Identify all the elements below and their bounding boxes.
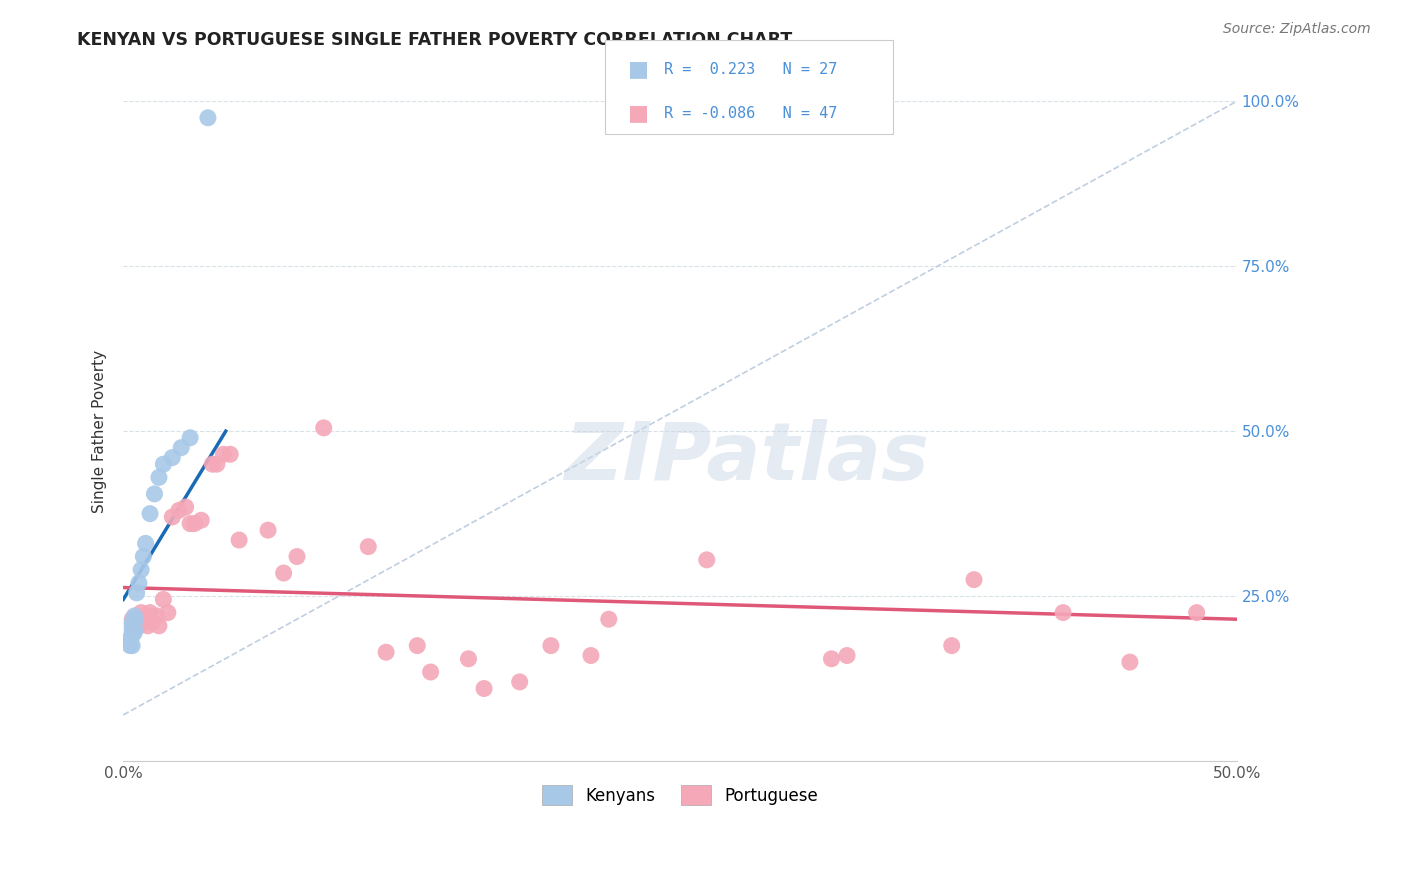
Point (835, 648, 858, 663)
Point (174, 500, 197, 514)
Point (357, 540, 380, 554)
Point (197, 111, 219, 125)
Text: R =  0.223   N = 27: R = 0.223 N = 27 (664, 62, 837, 77)
Point (540, 639, 562, 653)
Point (696, 553, 718, 567)
Point (1185, 606, 1208, 620)
Text: ■: ■ (628, 60, 650, 79)
Point (121, 629, 143, 643)
Point (162, 510, 184, 524)
Point (183, 516, 205, 531)
Point (941, 639, 963, 653)
Point (136, 619, 159, 633)
Point (132, 615, 155, 630)
Point (219, 447, 242, 461)
Point (152, 592, 174, 607)
Point (128, 576, 150, 591)
Point (162, 450, 184, 465)
Point (139, 606, 162, 620)
Point (129, 606, 152, 620)
Point (118, 632, 141, 646)
Point (143, 487, 166, 501)
Point (121, 612, 143, 626)
Point (135, 536, 157, 550)
Point (132, 549, 155, 564)
Point (128, 619, 150, 633)
Point (201, 457, 224, 471)
Point (179, 431, 201, 445)
Point (167, 503, 190, 517)
Point (124, 615, 146, 630)
Point (139, 507, 162, 521)
Point (273, 566, 295, 580)
Point (419, 665, 441, 679)
Point (135, 608, 157, 623)
Point (121, 639, 143, 653)
Text: Source: ZipAtlas.com: Source: ZipAtlas.com (1223, 22, 1371, 37)
Point (145, 608, 167, 623)
Point (118, 639, 141, 653)
Point (148, 470, 170, 484)
Point (124, 619, 146, 633)
Point (170, 441, 193, 455)
Point (125, 586, 148, 600)
Point (124, 608, 146, 623)
Point (257, 523, 280, 537)
Point (205, 457, 228, 471)
Y-axis label: Single Father Poverty: Single Father Poverty (93, 350, 107, 513)
Point (121, 625, 143, 640)
Point (212, 447, 235, 461)
Legend: Kenyans, Portuguese: Kenyans, Portuguese (536, 779, 824, 812)
Point (152, 457, 174, 471)
Text: ■: ■ (628, 103, 650, 123)
Point (124, 625, 146, 640)
Point (121, 619, 143, 633)
Point (179, 516, 201, 531)
Text: KENYAN VS PORTUGUESE SINGLE FATHER POVERTY CORRELATION CHART: KENYAN VS PORTUGUESE SINGLE FATHER POVER… (77, 31, 793, 49)
Point (141, 615, 163, 630)
Point (129, 563, 152, 577)
Point (190, 513, 212, 527)
Point (124, 622, 146, 636)
Point (285, 549, 308, 564)
Point (1052, 606, 1074, 620)
Point (1119, 655, 1142, 669)
Point (121, 622, 143, 636)
Point (457, 652, 479, 666)
Point (406, 639, 429, 653)
Point (509, 674, 531, 689)
Point (312, 421, 335, 435)
Point (375, 645, 398, 659)
Point (820, 652, 842, 666)
Point (124, 612, 146, 626)
Point (579, 648, 602, 663)
Point (598, 612, 620, 626)
Point (148, 619, 170, 633)
Point (121, 615, 143, 630)
Point (228, 533, 250, 547)
Point (125, 612, 148, 626)
Point (118, 635, 141, 649)
Text: R = -0.086   N = 47: R = -0.086 N = 47 (664, 106, 837, 120)
Point (963, 573, 986, 587)
Point (156, 606, 179, 620)
Text: ZIPatlas: ZIPatlas (564, 418, 929, 497)
Point (472, 681, 495, 696)
